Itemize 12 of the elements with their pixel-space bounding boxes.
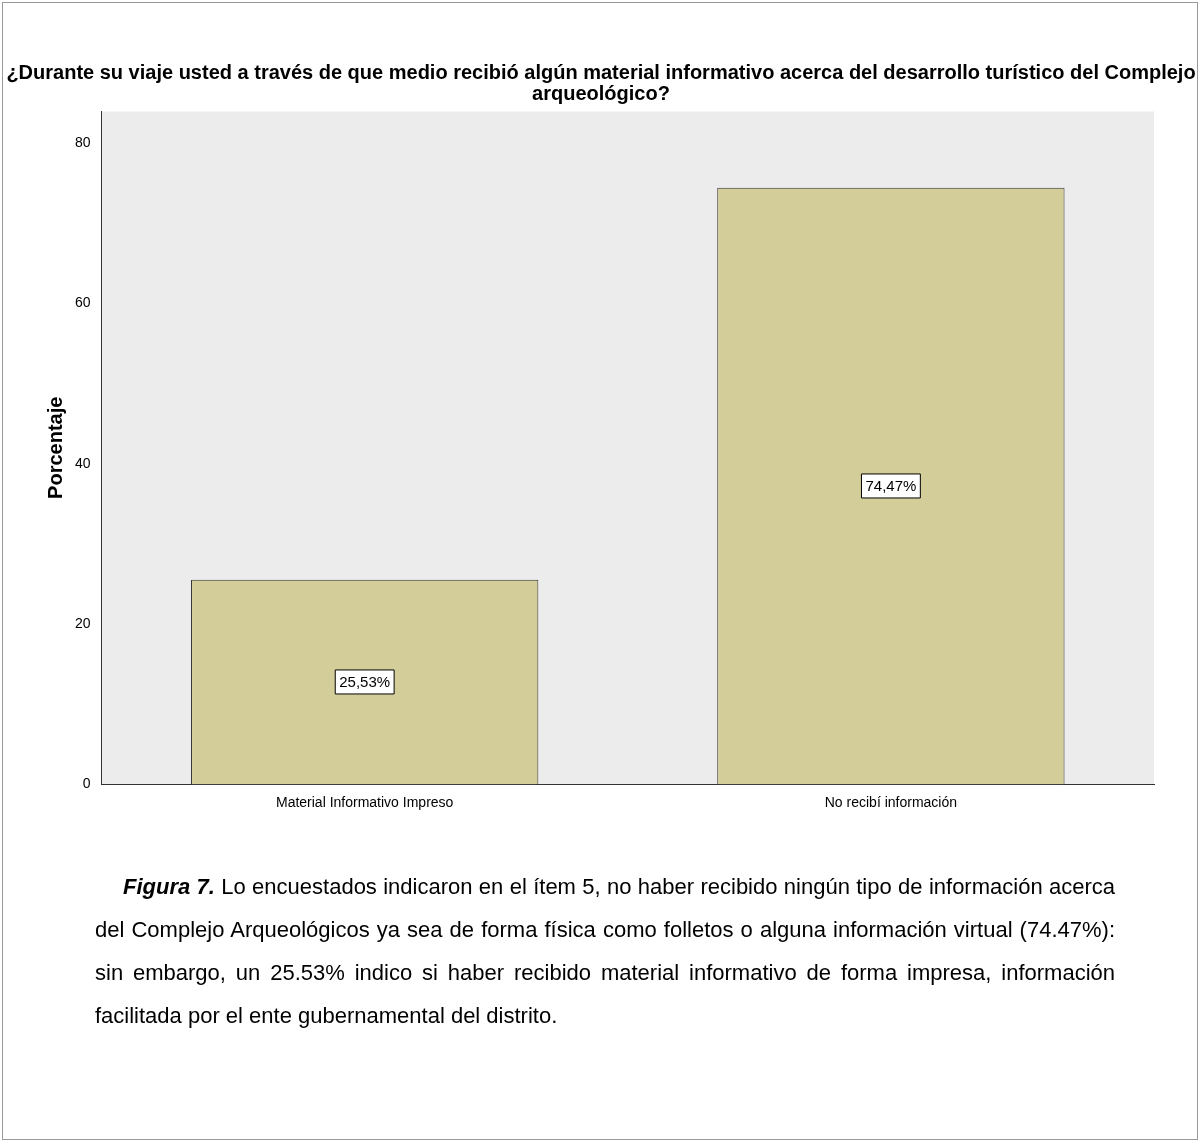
y-tick-label: 20 — [74, 614, 91, 631]
x-tick-label: Material Informativo Impreso — [275, 794, 454, 811]
x-tick-label: No recibí información — [824, 794, 958, 811]
text: Figura 7. Lo encuestados indicaron en el ítem 5, no haber recibido ningún tipo de información acerca del Complejo Arqueológicos ya sea de forma física como folletos o alguna información virtual (74.47%): sin embargo, un 25.53% indico si haber recibido material informativo de forma impresa, información facilitada por el ente gubernamental del distrito. — [95, 873, 1115, 1030]
chart-title: ¿Durante su viaje usted a través de que medio recibió algún material informativo acerca del desarrollo turístico del Complejo arqueológico? — [5, 61, 1197, 104]
y-axis-title: Porcentaje — [43, 396, 66, 499]
y-tick-label: 80 — [74, 134, 91, 151]
y-tick-label: 40 — [74, 454, 91, 471]
data-label: 74,47% — [865, 477, 917, 495]
data-label: 25,53% — [339, 673, 391, 691]
y-tick-label: 60 — [74, 294, 91, 311]
y-tick-label: 0 — [82, 775, 91, 792]
